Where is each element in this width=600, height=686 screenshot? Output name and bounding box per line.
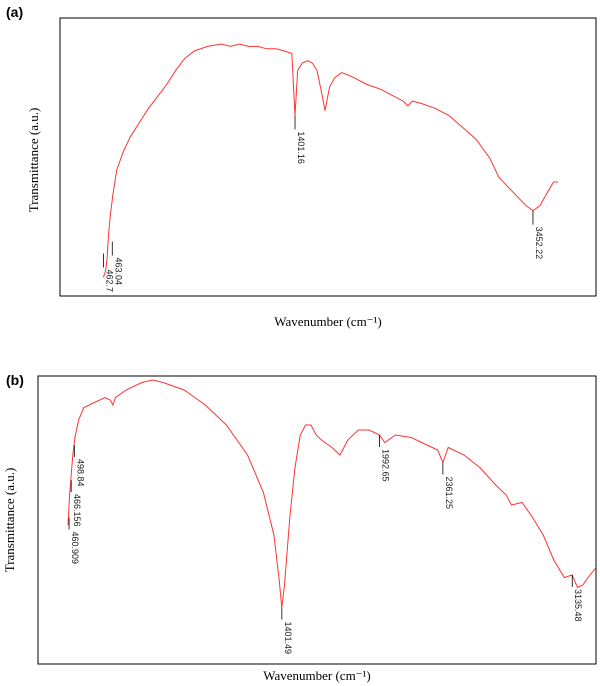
plot-frame (59, 17, 597, 297)
x-axis-label: Wavenumber (cm⁻¹) (274, 314, 382, 329)
peak-label: 462.7 (105, 269, 115, 292)
x-axis-label: Wavenumber (cm⁻¹) (263, 668, 371, 683)
y-axis-label: Transmittance (a.u.) (26, 108, 41, 213)
panel-label: (b) (6, 372, 24, 388)
peak-label: 466.156 (72, 494, 82, 527)
peak-label: 2361.25 (444, 477, 454, 510)
spectrum-line (102, 43, 558, 278)
ftir-panel-a: (a) 462.7 463.04 1401.16 3452.22 Transmittan… (0, 0, 600, 340)
peak-label: 498.84 (75, 459, 85, 487)
spectrum-line (67, 379, 597, 608)
y-axis-label: Transmittance (a.u.) (2, 468, 17, 573)
ftir-chart-b: 460.909 466.156 498.84 1401.49 1992.65 2361.2… (2, 375, 597, 683)
peak-label: 1992.65 (381, 449, 391, 482)
plot-frame (37, 375, 597, 665)
peak-label: 463.04 (113, 258, 123, 286)
panel-label: (a) (6, 4, 24, 20)
peak-label: 1401.16 (296, 131, 306, 164)
peak-label: 460.909 (70, 532, 80, 565)
peak-label: 3452.22 (534, 227, 544, 260)
peak-label: 1401.49 (283, 622, 293, 655)
peak-label: 3135.48 (573, 589, 583, 622)
ftir-panel-b: (b) 460.909 466.156 498.84 1401.49 1992.65 23… (0, 360, 600, 686)
